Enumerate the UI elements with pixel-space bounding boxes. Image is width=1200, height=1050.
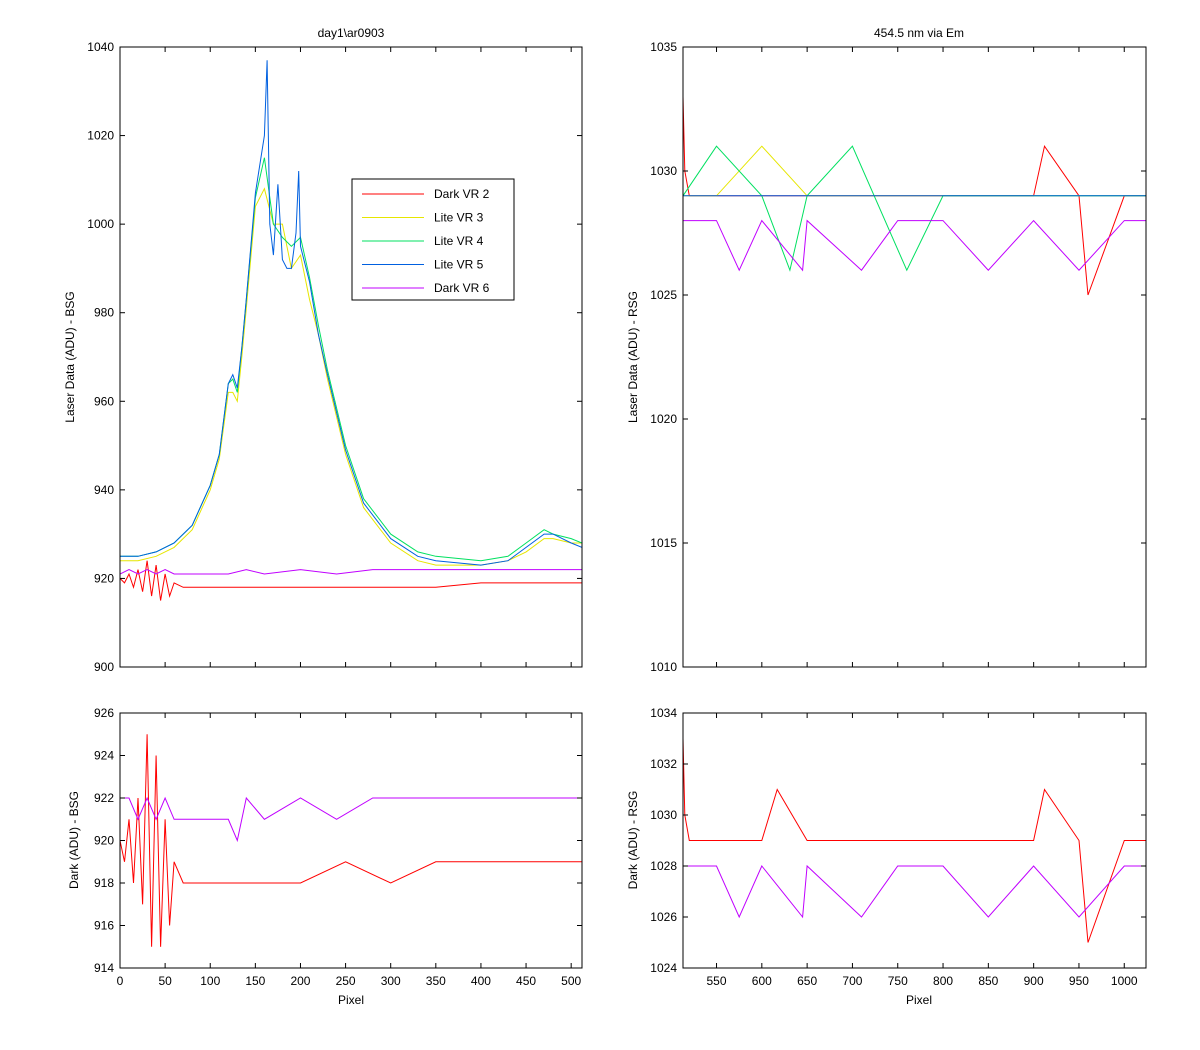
y-tick-label: 924	[94, 749, 114, 763]
y-tick-label: 920	[94, 571, 114, 585]
x-tick-label: 600	[752, 974, 772, 988]
y-tick-label: 1025	[650, 288, 677, 302]
x-tick-label: 450	[516, 974, 536, 988]
y-tick-label: 1026	[650, 910, 677, 924]
x-tick-label: 350	[426, 974, 446, 988]
y-tick-label: 1035	[650, 40, 677, 54]
axes-frame	[119, 712, 583, 969]
series-line-dark-vr-6	[120, 796, 582, 843]
x-tick-label: 650	[797, 974, 817, 988]
legend-entry: Dark VR 6	[434, 281, 490, 295]
y-tick-label: 1000	[87, 217, 114, 231]
x-tick-label: 400	[471, 974, 491, 988]
series-group	[120, 60, 582, 601]
legend: Dark VR 2 Lite VR 3 Lite VR 4 Lite VR 5 Dark…	[351, 178, 515, 301]
y-tick-label: 922	[94, 791, 114, 805]
panel-bottom-left: Dark (ADU) - BSG Pixel 914 916 918 920 922 92…	[67, 706, 583, 1007]
legend-entry: Dark VR 2	[434, 187, 490, 201]
y-tick-label: 940	[94, 483, 114, 497]
x-tick-label: 950	[1069, 974, 1089, 988]
x-tick-label: 100	[200, 974, 220, 988]
chart-title: 454.5 nm via Em	[874, 26, 964, 40]
y-tick-label: 1020	[87, 129, 114, 143]
y-tick-label: 1030	[650, 808, 677, 822]
x-tick-label: 1000	[1111, 974, 1138, 988]
series-line-dark-vr-2	[120, 734, 582, 947]
x-tick-label: 800	[933, 974, 953, 988]
y-tick-label: 1024	[650, 961, 677, 975]
x-tick-label: 200	[290, 974, 310, 988]
y-tick-label: 1020	[650, 412, 677, 426]
x-tick-label: 500	[561, 974, 581, 988]
y-tick-label: 918	[94, 876, 114, 890]
x-axis-label: Pixel	[338, 993, 364, 1007]
y-tick-label: 916	[94, 919, 114, 933]
x-tick-label: 750	[888, 974, 908, 988]
series-line-dark-vr-6	[120, 569, 582, 575]
y-tick-label: 900	[94, 660, 114, 674]
y-tick-label: 1015	[650, 536, 677, 550]
y-tick-label: 1028	[650, 859, 677, 873]
series-line-dark-vr-2	[120, 560, 582, 601]
series-line-dark-vr-6	[683, 219, 1146, 272]
x-tick-label: 550	[707, 974, 727, 988]
x-tick-label: 850	[978, 974, 998, 988]
y-tick-label: 960	[94, 394, 114, 408]
legend-entry: Lite VR 4	[434, 234, 484, 248]
x-tick-label: 50	[158, 974, 172, 988]
x-tick-label: 250	[336, 974, 356, 988]
x-tick-label: 0	[117, 974, 124, 988]
axes-frame	[119, 46, 583, 668]
x-tick-label: 300	[381, 974, 401, 988]
legend-entry: Lite VR 5	[434, 258, 484, 272]
legend-entry: Lite VR 3	[434, 211, 484, 225]
panel-top-left: day1\ar0903 Laser Data (ADU) - BSG 900 92…	[63, 26, 583, 674]
series-group	[120, 734, 582, 947]
x-tick-label: 150	[245, 974, 265, 988]
series-line-dark-vr-6	[683, 864, 1146, 919]
panel-bottom-right: Dark (ADU) - RSG Pixel 1024 1026 1028 1030 1…	[626, 706, 1147, 1007]
chart-title: day1\ar0903	[318, 26, 385, 40]
y-axis-label: Dark (ADU) - BSG	[67, 791, 81, 889]
series-line-lite-vr-4	[683, 145, 1146, 272]
series-group	[683, 738, 1146, 943]
y-axis-label: Laser Data (ADU) - RSG	[626, 291, 640, 423]
y-tick-label: 914	[94, 961, 114, 975]
x-tick-label: 900	[1024, 974, 1044, 988]
y-tick-label: 1034	[650, 706, 677, 720]
y-tick-label: 980	[94, 306, 114, 320]
y-axis-label: Laser Data (ADU) - BSG	[63, 291, 77, 422]
axes-frame	[682, 46, 1147, 668]
axes-frame	[682, 712, 1147, 969]
legend-box	[351, 178, 515, 301]
panel-top-right: 454.5 nm via Em Laser Data (ADU) - RSG 1…	[626, 26, 1147, 674]
y-tick-label: 1032	[650, 757, 677, 771]
x-axis-label: Pixel	[906, 993, 932, 1007]
y-tick-label: 1040	[87, 40, 114, 54]
y-tick-label: 1010	[650, 660, 677, 674]
series-group	[683, 96, 1146, 296]
series-line-lite-vr-5	[120, 60, 582, 566]
y-tick-label: 1030	[650, 164, 677, 178]
y-tick-label: 926	[94, 706, 114, 720]
y-tick-label: 920	[94, 834, 114, 848]
y-axis-label: Dark (ADU) - RSG	[626, 791, 640, 890]
series-line-lite-vr-3	[683, 145, 1146, 197]
series-line-dark-vr-2	[683, 738, 1146, 943]
x-tick-label: 700	[842, 974, 862, 988]
